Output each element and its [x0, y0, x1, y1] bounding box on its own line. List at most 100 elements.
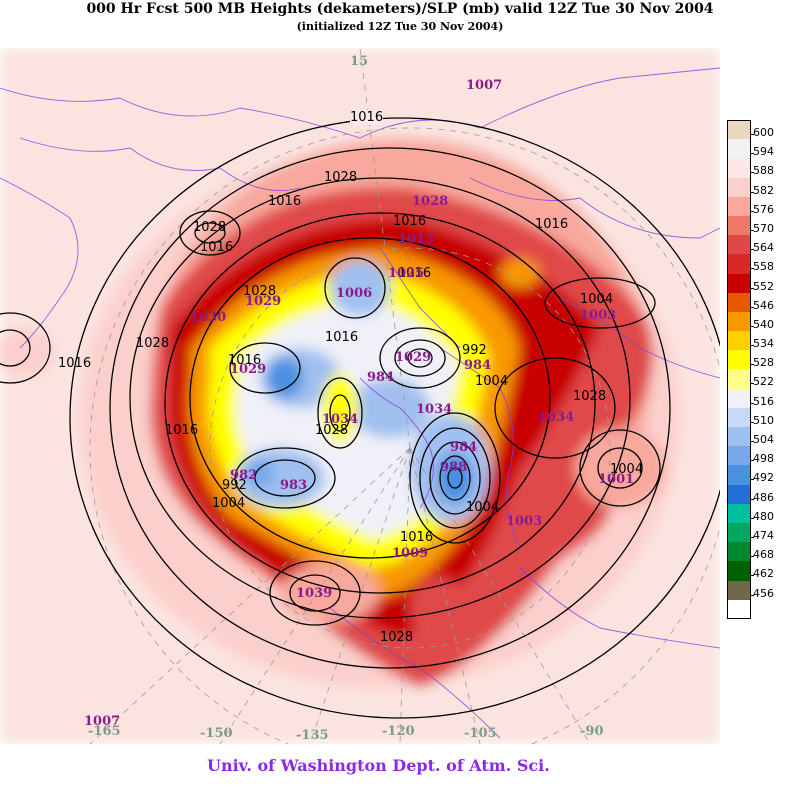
contour-label: 1016	[393, 214, 427, 229]
legend-tick	[751, 287, 754, 289]
graticule	[89, 48, 720, 744]
legend-swatch	[727, 484, 751, 504]
slp-contours	[0, 117, 720, 719]
legend-tick	[751, 153, 754, 155]
legend-label: 492	[753, 471, 774, 485]
legend-swatch	[727, 158, 751, 178]
contour-label: 1016	[165, 423, 199, 438]
legend-row: 510	[727, 407, 797, 427]
contour-label: 1016	[400, 530, 434, 545]
legend-tick	[751, 460, 754, 462]
legend-label: 462	[753, 567, 774, 581]
legend-tick	[751, 402, 754, 404]
legend-tick	[751, 575, 754, 577]
legend-row: 474	[727, 522, 797, 543]
longitude-label: -90	[580, 724, 604, 739]
legend-row: 552	[727, 273, 797, 293]
legend-label: 588	[753, 164, 774, 178]
legend-row: 576	[727, 196, 797, 216]
legend-tick	[751, 229, 754, 231]
legend-swatch	[727, 388, 751, 408]
legend-row: 570	[727, 215, 797, 236]
legend-row: 492	[727, 465, 797, 485]
contour-label: 1004	[212, 496, 246, 511]
legend-row	[727, 599, 797, 619]
legend-row: 588	[727, 158, 797, 178]
legend-swatch	[727, 465, 751, 485]
longitude-label: -165	[88, 724, 121, 739]
legend-swatch	[727, 292, 751, 312]
legend-label: 594	[753, 145, 774, 159]
center-label: 1003	[506, 514, 543, 529]
longitude-label: -120	[382, 724, 415, 739]
center-label: 982	[230, 468, 258, 483]
legend-row: 558	[727, 254, 797, 274]
legend-row: 468	[727, 542, 797, 562]
center-label: 1034	[416, 402, 453, 417]
contour-label: 1028	[136, 336, 170, 351]
contour-label: 1028	[193, 220, 227, 235]
legend-swatch	[727, 369, 751, 389]
center-label: 1029	[230, 362, 267, 377]
legend-label: 516	[753, 394, 774, 408]
longitude-label: -135	[296, 728, 329, 743]
legend-swatch	[727, 350, 751, 370]
legend-row: 582	[727, 177, 797, 197]
legend-swatch	[727, 215, 751, 236]
legend-label: 486	[753, 490, 774, 504]
legend-tick	[751, 191, 754, 193]
center-label: 1007	[466, 78, 503, 93]
legend-row: 516	[727, 388, 797, 408]
legend-label: 546	[753, 298, 774, 312]
legend-swatch	[727, 177, 751, 197]
legend-tick	[751, 134, 754, 135]
contour-label: 1016	[535, 217, 569, 232]
center-label: 984	[464, 358, 492, 373]
longitude-label: -150	[200, 726, 233, 741]
map-title: 000 Hr Fcst 500 MB Heights (dekameters)/…	[86, 1, 714, 17]
legend-tick	[751, 325, 754, 327]
center-label: 1030	[190, 310, 227, 325]
legend-row: 456	[727, 580, 797, 600]
legend-swatch	[727, 580, 751, 600]
legend-label: 474	[753, 528, 774, 542]
legend-label: 504	[753, 433, 774, 446]
legend-tick	[751, 536, 754, 538]
legend-tick	[751, 421, 754, 423]
legend-label: 552	[753, 279, 774, 293]
legend-row: 600	[727, 120, 797, 140]
center-label: 1013	[398, 232, 435, 247]
legend-row: 540	[727, 311, 797, 332]
legend-row: 546	[727, 292, 797, 312]
center-label: 1029	[395, 350, 432, 365]
legend-row: 522	[727, 369, 797, 389]
legend-label: 534	[753, 337, 774, 351]
contour-label: 1004	[610, 462, 644, 477]
legend-swatch	[727, 235, 751, 255]
contour-label: 1004	[580, 292, 614, 307]
height-legend: 600 594 588 582 576 570 564 558 552 546 540 534 528 5…	[727, 120, 797, 619]
legend-tick	[751, 498, 754, 500]
legend-swatch	[727, 120, 751, 140]
contour-label: 1016	[58, 356, 92, 371]
legend-swatch	[727, 196, 751, 216]
legend-row: 486	[727, 484, 797, 504]
legend-label: 600	[753, 126, 774, 139]
legend-row: 498	[727, 446, 797, 466]
legend-tick	[751, 249, 754, 251]
contour-label: 1016	[398, 266, 432, 281]
credit-text: Univ. of Washington Dept. of Atm. Sci.	[207, 756, 550, 775]
map-svg	[0, 48, 720, 744]
legend-swatch	[727, 311, 751, 332]
legend-label: 540	[753, 317, 774, 331]
legend-tick	[751, 441, 754, 442]
contour-label: 1028	[315, 423, 349, 438]
center-label: 1039	[296, 586, 333, 601]
coastlines	[0, 67, 720, 739]
center-label: 1034	[322, 412, 359, 427]
center-label: 988	[440, 460, 468, 475]
contour-label: 1028	[324, 170, 358, 185]
contour-label: 992	[462, 343, 487, 358]
center-label: 1003	[580, 308, 617, 323]
map-subtitle: (initialized 12Z Tue 30 Nov 2004)	[296, 20, 504, 33]
